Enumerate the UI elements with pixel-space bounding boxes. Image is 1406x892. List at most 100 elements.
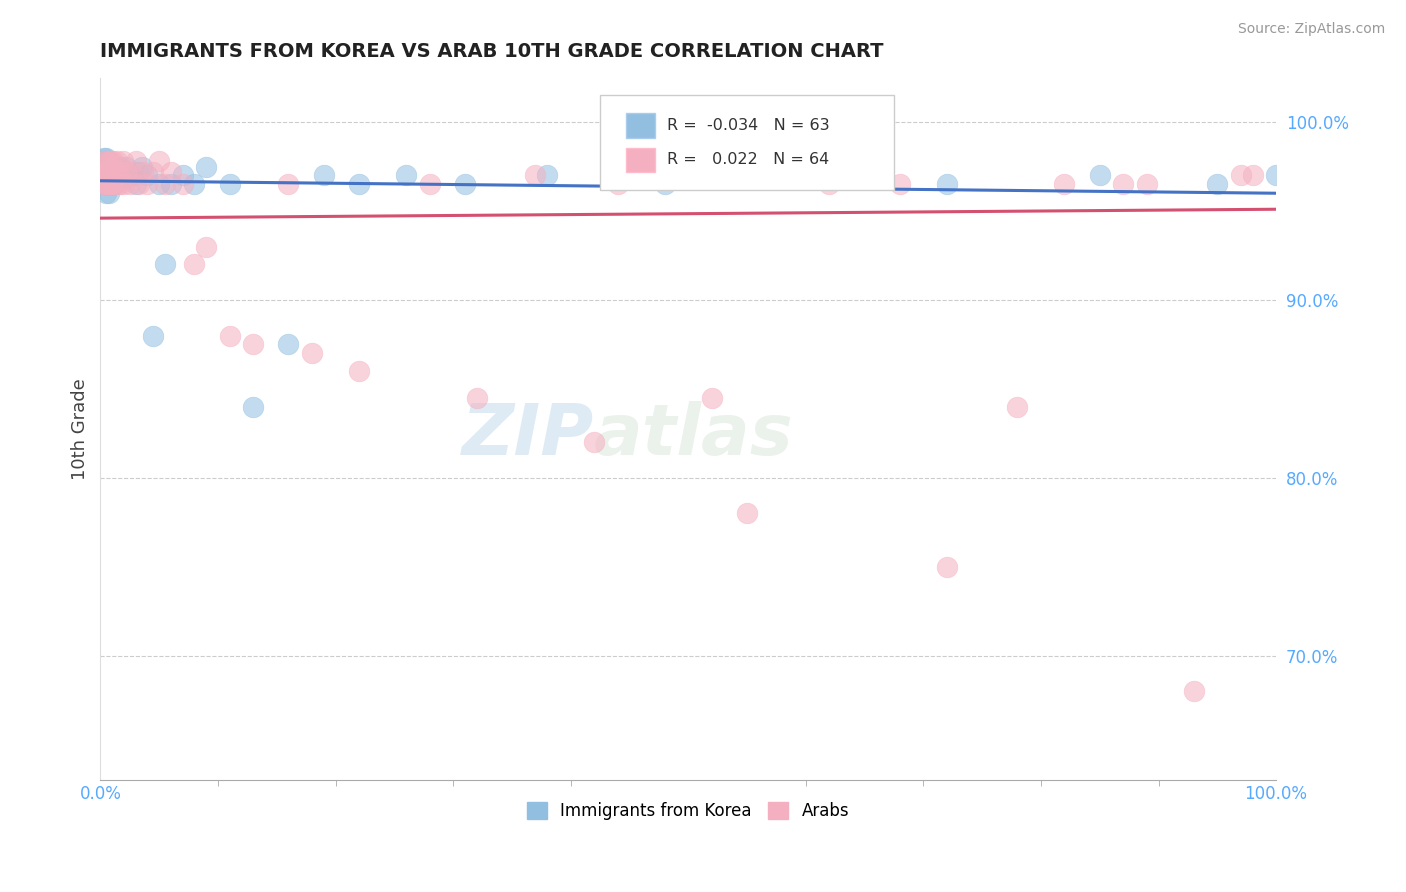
Point: [103, 178, 125, 192]
Point: [94, 154, 117, 169]
Point: [96, 169, 118, 183]
Point: [97, 160, 120, 174]
Point: [105, 154, 128, 169]
Point: [312, 169, 335, 183]
Point: [96, 178, 118, 192]
Point: [96, 165, 118, 179]
Point: [1088, 169, 1111, 183]
Point: [301, 346, 323, 360]
Point: [98, 178, 121, 192]
Point: [889, 178, 911, 192]
Point: [96, 169, 118, 183]
Point: [583, 435, 606, 450]
Point: [148, 154, 170, 169]
Y-axis label: 10th Grade: 10th Grade: [72, 378, 89, 480]
Point: [94, 178, 117, 192]
Point: [111, 165, 134, 179]
Point: [97, 169, 120, 183]
Point: [794, 169, 817, 183]
Point: [536, 169, 558, 183]
Point: [103, 178, 125, 192]
FancyBboxPatch shape: [626, 147, 655, 172]
Point: [107, 178, 129, 192]
Point: [454, 178, 477, 192]
Point: [218, 178, 240, 192]
Point: [1007, 400, 1029, 414]
Text: atlas: atlas: [595, 401, 794, 470]
Point: [96, 178, 118, 192]
Point: [118, 178, 141, 192]
Point: [654, 178, 676, 192]
Point: [110, 178, 132, 192]
Point: [100, 178, 122, 192]
Text: Source: ZipAtlas.com: Source: ZipAtlas.com: [1237, 22, 1385, 37]
Point: [700, 391, 723, 405]
Text: ZIP: ZIP: [463, 401, 595, 470]
Legend: Immigrants from Korea, Arabs: Immigrants from Korea, Arabs: [522, 797, 855, 825]
Point: [153, 257, 176, 271]
Point: [115, 165, 138, 179]
Point: [100, 172, 122, 186]
Point: [93, 154, 115, 169]
Point: [1182, 684, 1205, 698]
Point: [735, 507, 758, 521]
Point: [112, 169, 135, 183]
Point: [93, 151, 115, 165]
Point: [110, 172, 132, 186]
Point: [101, 165, 124, 179]
Point: [110, 160, 132, 174]
FancyBboxPatch shape: [626, 113, 655, 137]
Point: [818, 178, 841, 192]
Point: [96, 172, 118, 186]
Point: [96, 165, 118, 179]
Point: [101, 178, 124, 192]
Point: [136, 178, 159, 192]
Point: [1241, 169, 1264, 183]
Point: [465, 391, 488, 405]
Point: [131, 160, 153, 174]
Point: [96, 154, 118, 169]
Point: [142, 165, 165, 179]
Point: [1112, 178, 1135, 192]
Point: [121, 165, 143, 179]
Text: R =  -0.034   N = 63: R = -0.034 N = 63: [666, 118, 830, 133]
Point: [606, 178, 628, 192]
Point: [148, 178, 170, 192]
Point: [347, 178, 370, 192]
Point: [97, 186, 120, 201]
Point: [107, 165, 129, 179]
Point: [94, 165, 117, 179]
Point: [172, 178, 194, 192]
FancyBboxPatch shape: [600, 95, 894, 190]
Point: [101, 165, 124, 179]
Point: [160, 165, 183, 179]
Point: [108, 169, 131, 183]
Point: [96, 151, 118, 165]
Point: [419, 178, 441, 192]
Point: [277, 178, 299, 192]
Point: [91, 165, 114, 179]
Point: [131, 165, 153, 179]
Point: [115, 160, 138, 174]
Point: [96, 160, 118, 174]
Point: [100, 160, 122, 174]
Point: [142, 328, 165, 343]
Point: [160, 178, 183, 192]
Point: [108, 165, 131, 179]
Point: [105, 172, 128, 186]
Point: [98, 165, 121, 179]
Point: [111, 154, 134, 169]
Point: [118, 169, 141, 183]
Point: [153, 178, 176, 192]
Point: [104, 169, 127, 183]
Point: [101, 178, 124, 192]
Point: [127, 165, 149, 179]
Point: [103, 172, 125, 186]
Point: [242, 400, 264, 414]
Point: [96, 186, 118, 201]
Point: [103, 160, 125, 174]
Point: [96, 178, 118, 192]
Point: [1206, 178, 1229, 192]
Point: [124, 154, 146, 169]
Point: [122, 169, 145, 183]
